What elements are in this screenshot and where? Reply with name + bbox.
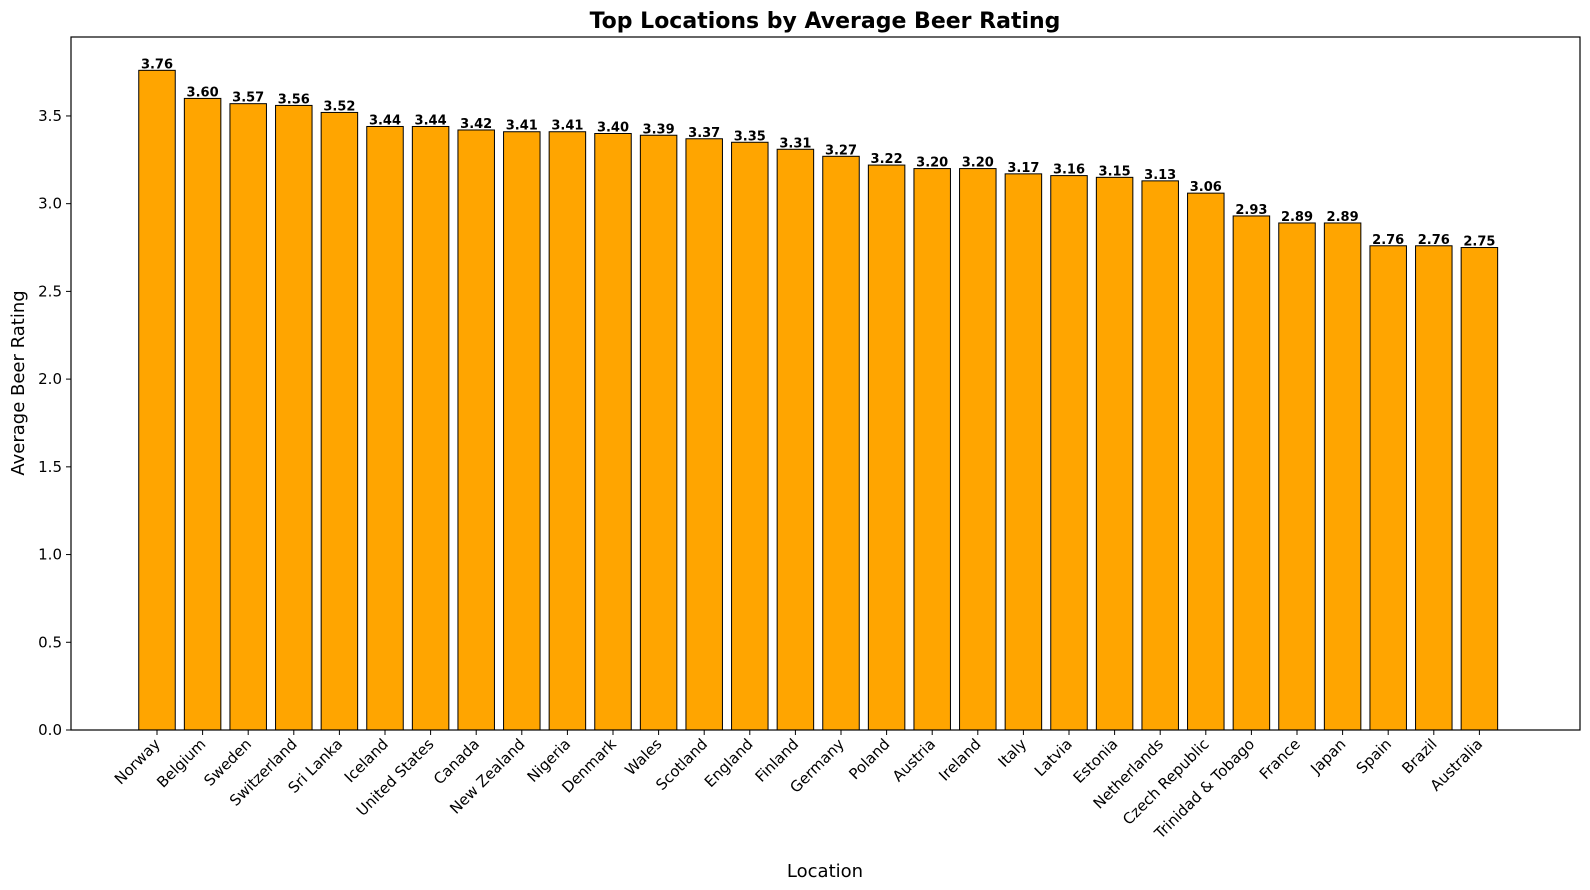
y-tick-label: 0.0 — [38, 721, 62, 739]
value-label: 3.16 — [1053, 163, 1085, 178]
value-label: 3.20 — [916, 156, 948, 171]
value-label: 3.52 — [323, 99, 355, 114]
bar-czech-republic — [1187, 192, 1225, 731]
bar-spain — [1369, 245, 1407, 731]
bar-sweden — [229, 103, 267, 731]
bar-estonia — [1095, 176, 1134, 731]
bar-canada — [457, 129, 495, 731]
value-label: 3.31 — [779, 136, 811, 151]
bar-italy — [1004, 173, 1043, 731]
value-label: 2.89 — [1327, 210, 1359, 225]
value-label: 3.57 — [232, 91, 264, 106]
value-label: 3.37 — [688, 126, 720, 141]
x-tick-label: Italy — [994, 735, 1030, 771]
value-labels-layer: 3.76 3.60 3.57 3.56 3.52 3.44 3.44 3.42 3.41 3.41… — [141, 57, 1495, 249]
chart-title: Top Locations by Average Beer Rating — [590, 9, 1061, 34]
bar-austria — [913, 168, 951, 731]
value-label: 3.44 — [369, 113, 401, 128]
x-tick-label: Japan — [1306, 735, 1349, 778]
bar-france — [1278, 222, 1316, 731]
value-label: 3.15 — [1099, 164, 1131, 179]
bar-belgium — [183, 97, 222, 731]
x-tick-label: Austria — [889, 735, 939, 785]
bar-finland — [776, 148, 815, 731]
bar-australia — [1460, 247, 1499, 731]
value-label: 3.44 — [415, 113, 447, 128]
value-label: 3.39 — [643, 122, 675, 137]
value-label: 2.76 — [1372, 233, 1404, 248]
value-label: 3.20 — [962, 156, 994, 171]
bar-trinidad-tobago — [1232, 215, 1271, 731]
value-label: 3.35 — [734, 129, 766, 144]
bars-layer — [138, 69, 1499, 731]
value-label: 3.41 — [506, 119, 538, 134]
x-tick-label: France — [1256, 735, 1304, 783]
x-tick-label: Poland — [845, 735, 893, 783]
bar-england — [731, 141, 769, 731]
bar-netherlands — [1141, 180, 1179, 731]
bar-nigeria — [548, 131, 587, 731]
bar-switzerland — [275, 104, 313, 731]
x-tick-label: Ireland — [935, 735, 984, 784]
value-label: 3.17 — [1007, 161, 1039, 176]
value-label: 3.42 — [460, 117, 492, 132]
x-tick-label: England — [701, 735, 757, 791]
x-axis-label: Location — [787, 861, 863, 882]
value-label: 3.60 — [187, 85, 219, 100]
value-label: 3.41 — [551, 119, 583, 134]
bar-poland — [867, 164, 906, 731]
bar-united-states — [411, 125, 450, 731]
y-tick-label: 1.0 — [38, 546, 62, 564]
y-tick-label: 3.0 — [38, 195, 62, 213]
value-label: 2.93 — [1235, 203, 1267, 218]
x-tick-label: Brazil — [1398, 735, 1440, 777]
bar-iceland — [366, 125, 404, 731]
y-tick-label: 1.5 — [38, 458, 62, 476]
bar-wales — [639, 134, 678, 731]
value-label: 3.56 — [278, 92, 310, 107]
y-tick-label: 2.0 — [38, 370, 62, 388]
x-tick-label: Spain — [1353, 735, 1395, 777]
value-label: 3.76 — [141, 57, 173, 72]
bar-latvia — [1050, 175, 1088, 731]
y-axis-label: Average Beer Rating — [8, 290, 29, 475]
value-label: 2.89 — [1281, 210, 1313, 225]
y-tick-label: 3.5 — [38, 107, 62, 125]
bar-new-zealand — [503, 131, 541, 731]
y-tick-label: 2.5 — [38, 282, 62, 300]
value-label: 2.76 — [1418, 233, 1450, 248]
bar-denmark — [594, 132, 632, 731]
value-label: 3.06 — [1190, 180, 1222, 195]
value-label: 3.13 — [1144, 168, 1176, 183]
value-label: 2.75 — [1463, 235, 1495, 250]
value-label: 3.27 — [825, 143, 857, 158]
x-tick-label: Wales — [621, 735, 665, 779]
bar-germany — [822, 155, 860, 731]
bar-sri-lanka — [320, 111, 359, 731]
x-tick-label: Belgium — [153, 735, 209, 791]
value-label: 3.40 — [597, 120, 629, 135]
plot-frame — [70, 36, 1581, 731]
bar-ireland — [959, 168, 997, 731]
bar-japan — [1323, 222, 1362, 731]
y-tick-label: 0.5 — [38, 633, 62, 651]
plot-area: 3.76 3.60 3.57 3.56 3.52 3.44 3.44 3.42 3.41 3.41… — [70, 36, 1581, 731]
bar-norway — [138, 69, 176, 731]
y-axis: 0.0 0.5 1.0 1.5 2.0 2.5 3.0 3.5 — [38, 107, 71, 739]
bar-brazil — [1415, 245, 1453, 731]
value-label: 3.22 — [871, 152, 903, 167]
bar-scotland — [685, 138, 723, 731]
